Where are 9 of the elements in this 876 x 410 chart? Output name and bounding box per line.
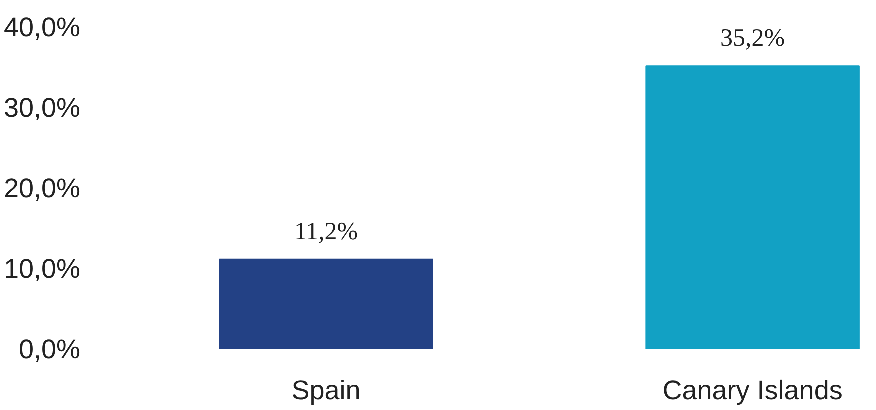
y-tick-label: 10,0%: [4, 254, 81, 284]
y-tick-label: 20,0%: [4, 174, 81, 204]
y-tick-label: 0,0%: [18, 334, 81, 364]
y-tick-label: 40,0%: [4, 12, 81, 42]
x-tick-label: Spain: [292, 376, 361, 406]
x-tick-label: Canary Islands: [662, 376, 843, 406]
y-tick-label: 30,0%: [4, 93, 81, 123]
data-label: 35,2%: [720, 25, 786, 52]
data-label: 11,2%: [294, 218, 358, 246]
